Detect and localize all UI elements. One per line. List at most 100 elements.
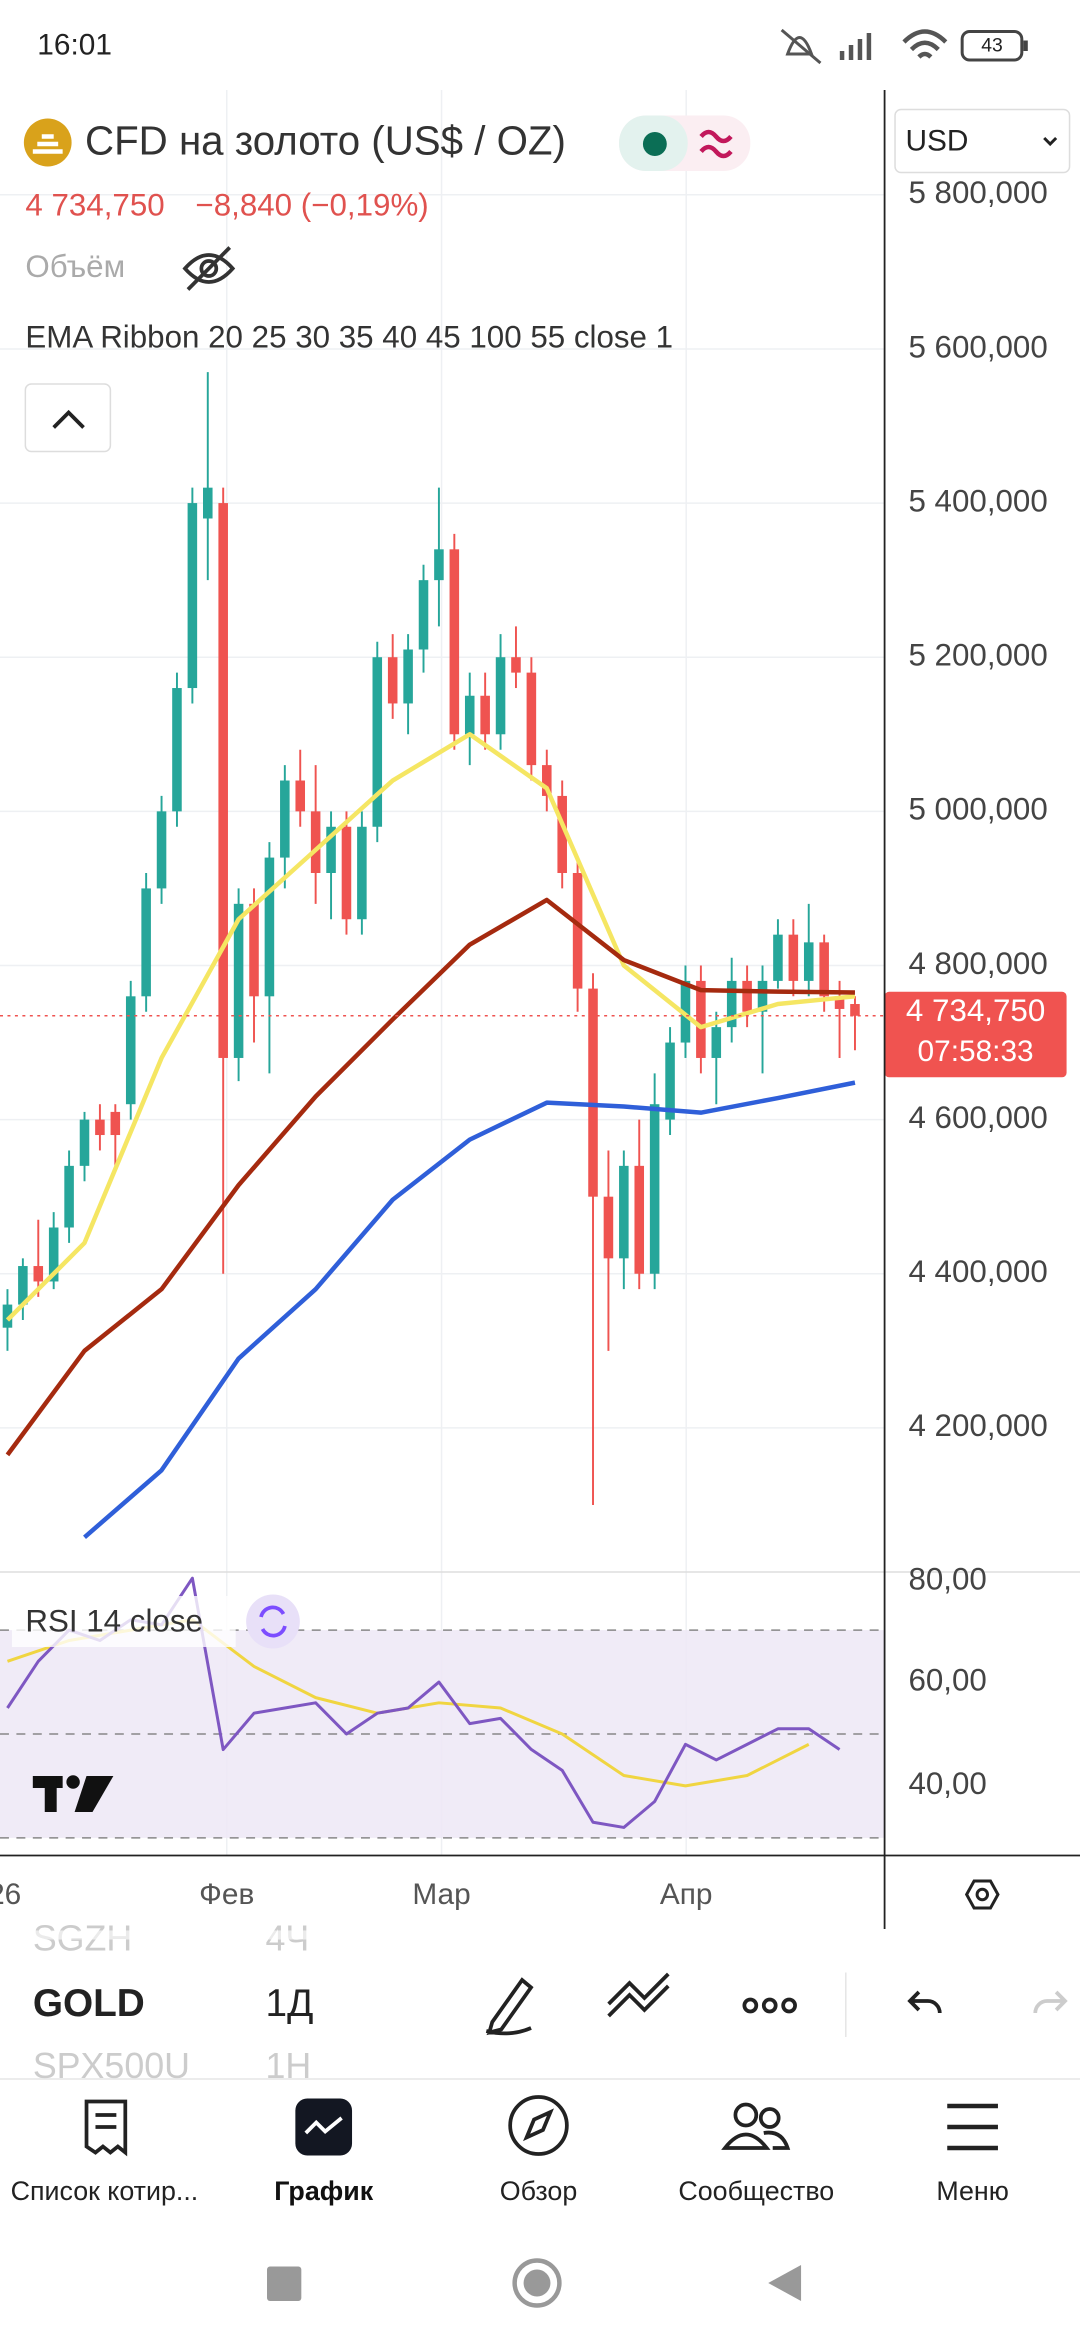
candle-body — [526, 672, 537, 766]
rsi-label: RSI 14 close — [25, 1603, 203, 1638]
y-tick-label: 5 000,000 — [908, 792, 1047, 827]
y-tick-label: 5 800,000 — [908, 175, 1047, 210]
rsi-band — [0, 1630, 885, 1838]
more-button[interactable] — [742, 1997, 797, 2014]
interval-option[interactable]: 1Н — [266, 2046, 312, 2086]
nav-label-active[interactable]: График — [274, 2176, 373, 2206]
candle-body — [819, 942, 829, 997]
candle-body — [711, 1027, 722, 1058]
currency-select[interactable] — [894, 108, 1071, 174]
candle-body — [557, 795, 567, 874]
symbol-logo-mark — [32, 134, 63, 154]
candle-body — [156, 811, 167, 889]
candle-body — [79, 1119, 90, 1166]
battery-level: 43 — [981, 35, 1003, 57]
candle-body — [187, 503, 198, 689]
interval-selected[interactable]: 1Д — [266, 1982, 314, 2025]
candle-body — [110, 1111, 121, 1136]
collapse-button[interactable] — [24, 383, 112, 453]
x-tick-label: Мар — [412, 1878, 470, 1911]
rsi-refresh-icon — [259, 1605, 287, 1638]
rsi-tick-label: 80,00 — [908, 1561, 986, 1596]
hide-volume[interactable] — [182, 246, 236, 291]
undo-button[interactable] — [907, 1990, 942, 2014]
symbol-option[interactable]: SPX500U — [33, 2046, 190, 2086]
system-home-dot — [523, 2269, 551, 2297]
candle-body — [18, 1266, 28, 1305]
nav-icon-explore[interactable] — [508, 2095, 569, 2156]
candle-body — [773, 934, 783, 981]
draw-tool[interactable] — [485, 1977, 534, 2036]
battery-tip — [1023, 40, 1028, 51]
nav-icon-chart[interactable] — [295, 2098, 353, 2156]
rsi-tick-label: 40,00 — [908, 1766, 986, 1801]
battery — [960, 30, 1024, 62]
nav-label[interactable]: Сообщество — [678, 2176, 834, 2206]
delayed-icon — [699, 129, 733, 159]
symbol-selected[interactable]: GOLD — [33, 1982, 145, 2025]
market-dot — [642, 132, 667, 156]
y-tick-label: 5 200,000 — [908, 637, 1047, 672]
ema-line — [83, 1080, 856, 1540]
candle-body — [33, 1266, 44, 1282]
rsi-label-bg — [11, 1596, 236, 1647]
rsi-refresh[interactable] — [246, 1594, 300, 1649]
candle-body — [464, 695, 475, 735]
candle-body — [449, 549, 460, 735]
candle-body — [834, 996, 845, 1009]
candle-body — [588, 988, 598, 1197]
nav-label[interactable]: Обзор — [500, 2176, 578, 2206]
candle-body — [434, 549, 444, 581]
redo-button[interactable] — [1033, 1990, 1068, 2014]
candle-body — [680, 980, 691, 1043]
candle-body — [803, 942, 814, 981]
candle-body — [634, 1165, 645, 1274]
candle-body — [125, 996, 136, 1105]
y-tick-label: 4 600,000 — [908, 1100, 1047, 1135]
candle-body — [141, 888, 151, 997]
candle-body — [218, 503, 228, 1058]
nav-icon-watchlist[interactable] — [84, 2099, 128, 2157]
collapse-icon — [52, 409, 85, 429]
x-tick-label: 2026 — [0, 1878, 21, 1911]
indicator-label: EMA Ribbon 20 25 30 35 40 45 100 55 clos… — [25, 319, 673, 354]
price-pane — [0, 372, 885, 1540]
candle-body — [757, 980, 768, 1012]
last-price: 4 734,750 — [25, 187, 164, 222]
candle-body — [696, 980, 706, 1058]
candle-body — [387, 657, 398, 704]
price-change: −8,840 (−0,19%) — [195, 187, 428, 222]
candle-body — [264, 857, 275, 997]
nav-label[interactable]: Меню — [936, 2176, 1009, 2206]
status-bar — [0, 0, 1080, 90]
y-tick-label: 5 600,000 — [908, 329, 1047, 364]
candle-body — [511, 657, 521, 673]
x-tick-label: Апр — [660, 1878, 713, 1911]
system-back[interactable] — [768, 2265, 802, 2301]
candle-body — [310, 811, 321, 874]
nav-label[interactable]: Список котир... — [11, 2176, 199, 2206]
candle-body — [665, 1042, 675, 1120]
system-home[interactable] — [512, 2258, 562, 2308]
nav-icon-community[interactable] — [721, 2102, 791, 2150]
candle-body — [357, 826, 367, 920]
system-recents[interactable] — [267, 2266, 302, 2302]
last-price-countdown: 07:58:33 — [918, 1035, 1034, 1068]
settings-icon — [964, 1879, 1000, 1910]
candle-body — [726, 980, 737, 1028]
currency: USD — [905, 124, 968, 157]
fade-top — [0, 1930, 1080, 1940]
last-price-tag — [884, 991, 1067, 1078]
candle-body — [95, 1119, 105, 1136]
y-tick-label: 5 400,000 — [908, 483, 1047, 518]
nav-icon-chart-line — [304, 2116, 343, 2135]
y-tick-label: 4 800,000 — [908, 946, 1047, 981]
symbol-title[interactable]: CFD на золото (US$ / OZ) — [85, 118, 566, 164]
candle-body — [326, 826, 336, 874]
candle-body — [418, 580, 429, 650]
x-tick-label: Фев — [199, 1878, 254, 1911]
trend-tool[interactable] — [607, 1972, 670, 2018]
rsi-pane — [0, 1576, 885, 1839]
nav-icon-menu[interactable] — [947, 2103, 998, 2151]
volume-label: Объём — [25, 249, 125, 284]
